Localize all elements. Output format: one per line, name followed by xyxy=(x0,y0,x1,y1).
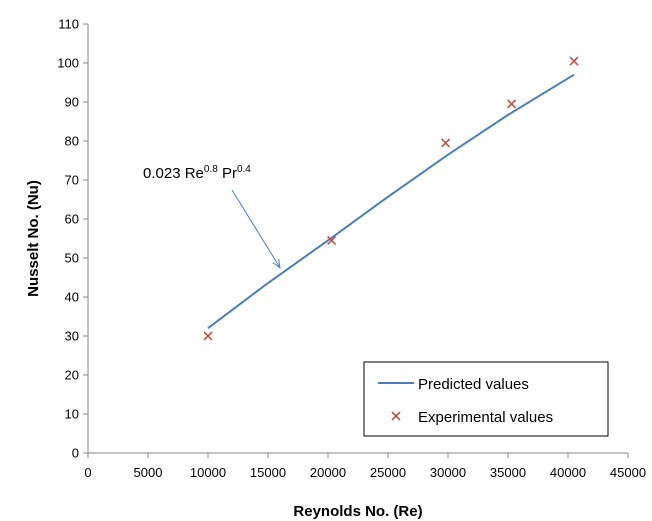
experimental-point xyxy=(507,99,517,109)
y-tick-label: 80 xyxy=(65,134,79,149)
x-tick-label: 25000 xyxy=(370,465,406,480)
y-axis-title: Nusselt No. (Nu) xyxy=(25,180,42,297)
predicted-line xyxy=(207,73,575,329)
legend-box xyxy=(363,361,609,437)
x-tick-label: 15000 xyxy=(250,465,286,480)
formula-base: 0.023 Re xyxy=(143,165,204,182)
tick-labels: 0 10 20 30 40 50 60 70 80 90 100 110 0 5000 10000 15000… xyxy=(57,17,646,481)
experimental-point xyxy=(203,331,213,341)
x-axis-title: Reynolds No. (Re) xyxy=(293,503,422,520)
y-tick-label: 0 xyxy=(72,446,79,461)
y-tick-label: 110 xyxy=(58,17,79,32)
y-tick-label: 70 xyxy=(65,173,79,188)
x-tick-label: 0 xyxy=(84,465,91,480)
formula-exponent-1: 0.8 xyxy=(204,164,218,175)
x-tick-label: 35000 xyxy=(490,465,526,480)
legend-x-marker xyxy=(391,411,401,421)
formula-label: 0.023 Re0.8 Pr0.4 xyxy=(143,164,251,182)
axes xyxy=(83,23,629,458)
x-tick-label: 5000 xyxy=(134,465,163,480)
x-tick-label: 45000 xyxy=(610,465,646,480)
x-tick-label: 20000 xyxy=(310,465,346,480)
legend-label-experimental: Experimental values xyxy=(418,409,553,426)
experimental-series-markers xyxy=(203,56,579,341)
x-tick-label: 30000 xyxy=(430,465,466,480)
predicted-series-line xyxy=(207,73,575,329)
x-tick-label: 10000 xyxy=(190,465,226,480)
experimental-point xyxy=(327,235,337,246)
y-tick-label: 40 xyxy=(65,290,79,305)
y-tick-label: 60 xyxy=(65,212,79,227)
y-tick-label: 50 xyxy=(65,251,79,266)
y-tick-label: 30 xyxy=(65,329,79,344)
annotation-arrow-head xyxy=(272,258,281,269)
y-tick-label: 10 xyxy=(65,407,79,422)
x-tick-label: 40000 xyxy=(550,465,586,480)
formula-mid: Pr xyxy=(218,165,237,182)
y-tick-label: 100 xyxy=(57,56,79,71)
legend-marker-swatch xyxy=(391,411,401,421)
formula-annotation: 0.023 Re0.8 Pr0.4 xyxy=(143,164,281,269)
formula-exponent-2: 0.4 xyxy=(237,164,251,175)
annotation-arrow-shaft xyxy=(231,189,281,269)
experimental-point xyxy=(569,56,579,66)
experimental-point xyxy=(441,138,451,148)
y-tick-label: 90 xyxy=(65,95,79,110)
legend-label-predicted: Predicted values xyxy=(418,376,529,393)
legend: Predicted values Experimental values xyxy=(363,361,609,437)
y-tick-label: 20 xyxy=(65,368,79,383)
